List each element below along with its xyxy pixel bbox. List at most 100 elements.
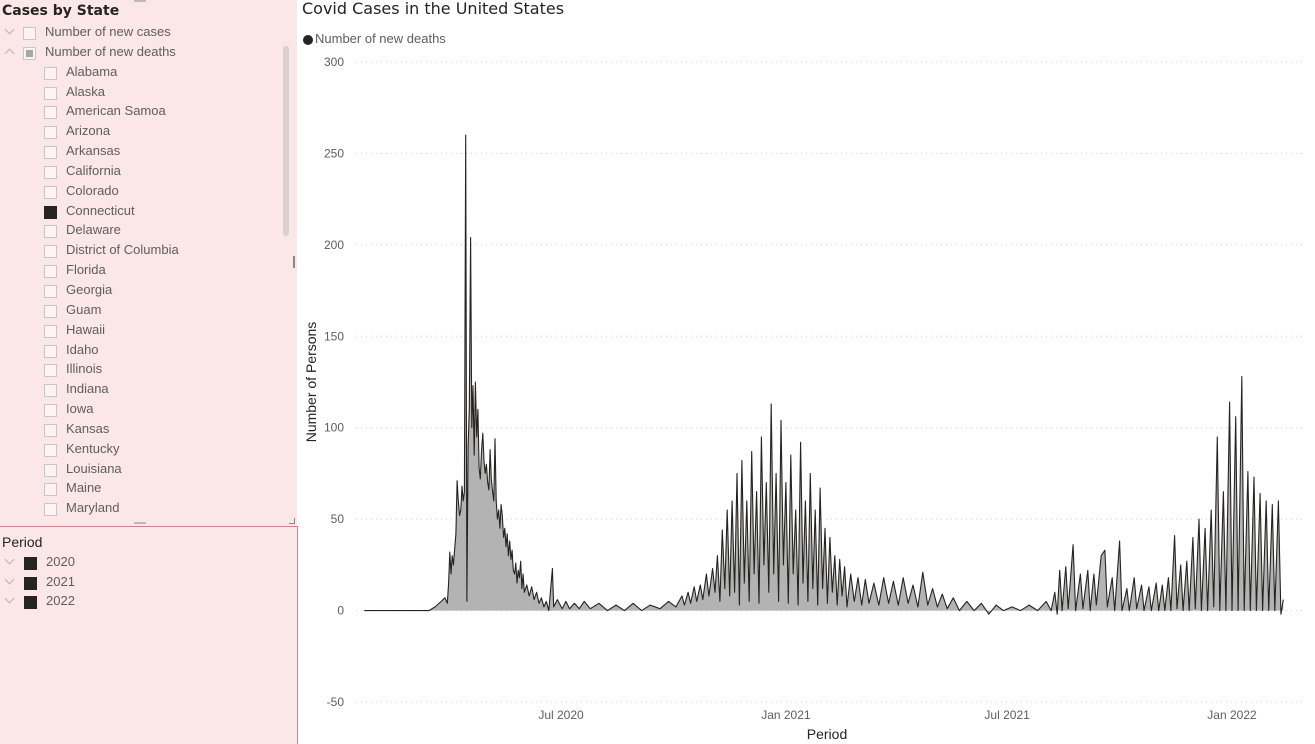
state-item-florida[interactable]: Florida <box>0 261 290 281</box>
x-tick-label: Jul 2020 <box>538 708 584 722</box>
x-tick-label: Jan 2021 <box>761 708 811 722</box>
checkbox[interactable] <box>44 443 57 457</box>
state-item-indiana[interactable]: Indiana <box>0 380 290 400</box>
state-item-colorado[interactable]: Colorado <box>0 182 290 202</box>
checkbox[interactable] <box>44 126 57 140</box>
state-item-kansas[interactable]: Kansas <box>0 420 290 440</box>
state-item-american-samoa[interactable]: American Samoa <box>0 102 290 122</box>
state-item-louisiana[interactable]: Louisiana <box>0 460 290 480</box>
state-item-guam[interactable]: Guam <box>0 301 290 321</box>
checkbox[interactable] <box>44 205 57 219</box>
item-label: Georgia <box>66 281 113 297</box>
state-item-california[interactable]: California <box>0 162 290 182</box>
item-label: District of Columbia <box>66 242 179 258</box>
checkbox[interactable] <box>44 265 57 279</box>
item-label: Colorado <box>66 182 119 198</box>
checkbox[interactable] <box>44 225 57 239</box>
item-label: Connecticut <box>66 202 135 218</box>
checkbox[interactable] <box>44 483 57 497</box>
checkbox[interactable] <box>24 557 37 570</box>
state-item-iowa[interactable]: Iowa <box>0 400 290 420</box>
item-label: Kansas <box>66 420 110 436</box>
checkbox[interactable] <box>44 86 57 100</box>
y-tick-label: 50 <box>331 512 345 526</box>
checkbox[interactable] <box>44 185 57 199</box>
checkbox[interactable] <box>44 284 57 298</box>
y-axis-title: Number of Persons <box>303 322 319 443</box>
y-tick-label: 100 <box>324 421 344 435</box>
period-slicer-title: Period <box>2 534 43 550</box>
state-item-delaware[interactable]: Delaware <box>0 221 290 241</box>
y-tick-label: 300 <box>324 55 344 69</box>
item-label: Maryland <box>66 500 120 516</box>
item-label: Maine <box>66 480 102 496</box>
state-item-maryland[interactable]: Maryland <box>0 499 290 519</box>
state-item-district-of-columbia[interactable]: District of Columbia <box>0 241 290 261</box>
series-line <box>364 134 1284 615</box>
chevron-down-icon[interactable] <box>4 574 15 584</box>
state-item-maine[interactable]: Maine <box>0 479 290 499</box>
checkbox[interactable] <box>44 423 57 437</box>
legend-dot-icon <box>303 35 313 45</box>
state-item-alaska[interactable]: Alaska <box>0 83 290 103</box>
x-tick-label: Jan 2022 <box>1207 708 1257 722</box>
item-label: Iowa <box>66 401 94 417</box>
checkbox[interactable] <box>44 404 57 418</box>
checkbox[interactable] <box>44 324 57 338</box>
checkbox[interactable] <box>23 46 36 60</box>
state-item-idaho[interactable]: Idaho <box>0 341 290 361</box>
x-axis-title: Period <box>807 726 847 742</box>
state-item-arkansas[interactable]: Arkansas <box>0 142 290 162</box>
checkbox[interactable] <box>44 463 57 477</box>
line-chart[interactable]: -50 0 50 100 150 200 250 300 Jul 2020 Jan 2021 Jul… <box>298 0 1310 744</box>
state-slicer-scrollbar[interactable] <box>283 46 289 236</box>
period-slicer: Period 2020 2021 2022 <box>0 526 298 744</box>
checkbox[interactable] <box>44 503 57 517</box>
checkbox[interactable] <box>44 245 57 259</box>
state-item-hawaii[interactable]: Hawaii <box>0 321 290 341</box>
item-label: Idaho <box>66 341 99 357</box>
state-item-alabama[interactable]: Alabama <box>0 63 290 83</box>
resize-grip-bottom[interactable] <box>134 522 146 524</box>
y-tick-label: 0 <box>337 604 344 618</box>
state-slicer-title: Cases by State <box>2 3 120 19</box>
x-tick-label: Jul 2021 <box>984 708 1030 722</box>
state-item-georgia[interactable]: Georgia <box>0 281 290 301</box>
checkbox[interactable] <box>44 304 57 318</box>
measure-number-of-new-deaths[interactable]: Number of new deaths <box>0 43 290 63</box>
checkbox[interactable] <box>44 384 57 398</box>
checkbox[interactable] <box>44 146 57 160</box>
item-label: Florida <box>66 262 106 278</box>
item-label: Delaware <box>66 222 121 238</box>
item-label: 2021 <box>46 573 75 589</box>
chevron-down-icon[interactable] <box>4 593 15 604</box>
legend-label: Number of new deaths <box>315 31 446 46</box>
state-item-illinois[interactable]: Illinois <box>0 360 290 380</box>
item-label: Alaska <box>66 83 106 99</box>
checkbox[interactable] <box>44 165 57 179</box>
item-label: 2022 <box>46 593 75 608</box>
scroll-handle[interactable] <box>293 256 295 268</box>
state-item-kentucky[interactable]: Kentucky <box>0 440 290 460</box>
state-slicer: Cases by State Number of new cases Number… <box>0 0 297 526</box>
state-item-arizona[interactable]: Arizona <box>0 122 290 142</box>
chevron-down-icon[interactable] <box>4 554 15 565</box>
checkbox[interactable] <box>44 106 57 120</box>
checkbox[interactable] <box>44 364 57 378</box>
checkbox[interactable] <box>44 66 57 80</box>
item-label: Number of new deaths <box>45 43 176 59</box>
y-tick-label: 150 <box>324 329 344 343</box>
checkbox[interactable] <box>44 344 57 358</box>
measure-number-of-new-cases[interactable]: Number of new cases <box>0 23 290 43</box>
checkbox[interactable] <box>24 576 37 590</box>
state-item-connecticut[interactable]: Connecticut <box>0 202 290 222</box>
chevron-down-icon[interactable] <box>4 24 15 35</box>
resize-corner-icon[interactable] <box>289 518 295 524</box>
item-label: Arizona <box>66 123 111 139</box>
chevron-up-icon[interactable] <box>4 48 15 59</box>
resize-grip-top[interactable] <box>134 0 146 2</box>
y-tick-label: 250 <box>324 146 344 160</box>
checkbox[interactable] <box>24 596 37 609</box>
checkbox[interactable] <box>23 27 36 40</box>
item-label: California <box>66 162 121 178</box>
